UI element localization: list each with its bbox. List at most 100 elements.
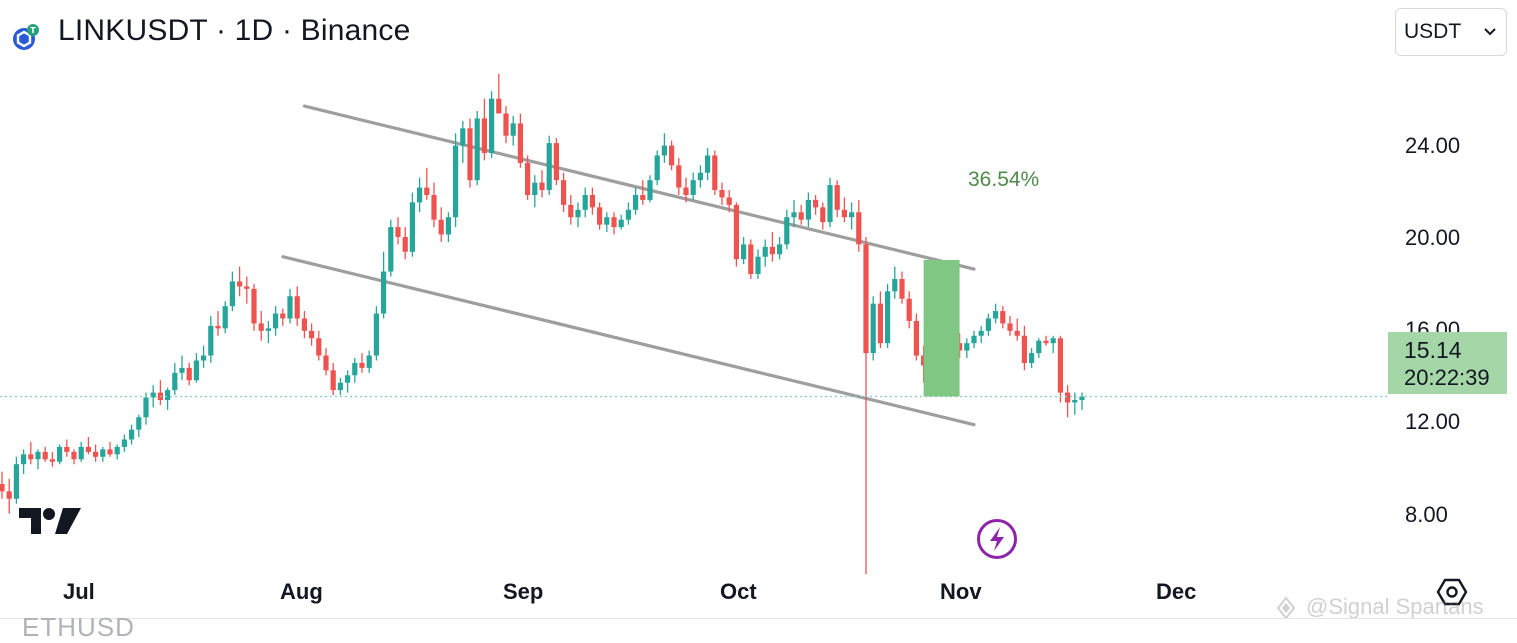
candle-body	[294, 296, 300, 319]
candle-up	[337, 377, 343, 396]
candle-up	[1036, 338, 1042, 358]
candle-down	[6, 479, 12, 514]
candle-down	[1057, 335, 1063, 403]
hexagon-settings-icon[interactable]	[1436, 576, 1468, 608]
candle-body	[546, 143, 552, 191]
candle-body	[1072, 399, 1078, 403]
candle-down	[481, 98, 487, 161]
candle-body	[409, 202, 415, 252]
lightning-bolt-icon[interactable]	[976, 518, 1018, 560]
candle-down	[0, 471, 5, 499]
candle-up	[474, 111, 480, 186]
candle-body	[1065, 392, 1071, 403]
candle-body	[748, 244, 754, 275]
candle-up	[1079, 392, 1085, 410]
candle-up	[604, 212, 610, 233]
candle-down	[820, 202, 826, 230]
candle-up	[150, 385, 156, 408]
candle-up	[489, 91, 495, 158]
candle-up	[1029, 348, 1035, 368]
candle-body	[510, 123, 516, 136]
candle-down	[568, 194, 574, 225]
candle-body	[1007, 323, 1013, 331]
symbol-title[interactable]: LINKUSDT · 1D · Binance	[58, 14, 411, 47]
candle-up	[143, 392, 149, 425]
candle-body	[633, 194, 639, 210]
candle-body	[438, 219, 444, 235]
candle-up	[229, 271, 235, 312]
candle-body	[798, 212, 804, 220]
candle-up	[805, 192, 811, 228]
candle-down	[1043, 335, 1049, 346]
candle-body	[42, 451, 48, 460]
candle-body	[971, 335, 977, 344]
candle-body	[13, 464, 19, 499]
candle-body	[913, 320, 919, 356]
candle-body	[251, 288, 257, 324]
candle-body	[35, 451, 41, 460]
candle-body	[208, 325, 214, 356]
candle-body	[388, 227, 394, 272]
candle-down	[1007, 316, 1013, 336]
candle-down	[733, 202, 739, 267]
candle-body	[417, 187, 423, 203]
candle-body	[640, 194, 646, 200]
candle-up	[993, 303, 999, 324]
candle-body	[287, 296, 293, 319]
candle-down	[877, 291, 883, 349]
candle-body	[870, 303, 876, 354]
candle-body	[229, 281, 235, 307]
candle-body	[582, 194, 588, 210]
candle-down	[899, 271, 905, 304]
candle-up	[13, 456, 19, 504]
candle-body	[791, 212, 797, 218]
candle-up	[690, 172, 696, 200]
candle-body	[237, 281, 243, 287]
candle-body	[143, 397, 149, 418]
candle-up	[373, 306, 379, 361]
candle-down	[431, 182, 437, 228]
candle-up	[661, 133, 667, 163]
candle-up	[129, 424, 135, 445]
candle-up	[21, 449, 27, 475]
candle-down	[769, 232, 775, 262]
candle-down	[712, 150, 718, 195]
candle-body	[777, 244, 783, 255]
candle-down	[503, 106, 509, 144]
candle-body	[215, 325, 221, 329]
candle-body	[121, 439, 127, 447]
candle-up	[697, 165, 703, 188]
candle-body	[661, 145, 667, 156]
current-price: 15.14	[1404, 337, 1462, 363]
candle-up	[409, 192, 415, 257]
candle-down	[244, 276, 250, 304]
candle-down	[834, 180, 840, 218]
candle-up	[791, 199, 797, 228]
candle-body	[1014, 330, 1020, 336]
candle-down	[863, 236, 869, 575]
candle-down	[719, 182, 725, 205]
watermark-text: @Signal Spartans	[1306, 594, 1484, 619]
candles-layer	[0, 73, 1085, 575]
price-axis-tick: 24.00	[1405, 133, 1461, 158]
candle-body	[481, 118, 487, 153]
candle-body	[1021, 335, 1027, 363]
candle-up	[57, 444, 63, 465]
candle-body	[654, 155, 660, 181]
candle-body	[683, 187, 689, 195]
channel-layer	[281, 104, 976, 427]
candle-up	[172, 362, 178, 396]
candle-body	[741, 244, 747, 260]
candle-body	[301, 318, 307, 331]
candle-down	[157, 380, 163, 405]
tradingview-logo[interactable]	[19, 504, 81, 536]
currency-select[interactable]: USDT	[1395, 8, 1507, 56]
candle-body	[618, 219, 624, 228]
candle-up	[417, 177, 423, 213]
candle-body	[316, 338, 322, 356]
candle-up	[445, 212, 451, 242]
candle-body	[150, 392, 156, 398]
candle-down	[517, 113, 523, 168]
